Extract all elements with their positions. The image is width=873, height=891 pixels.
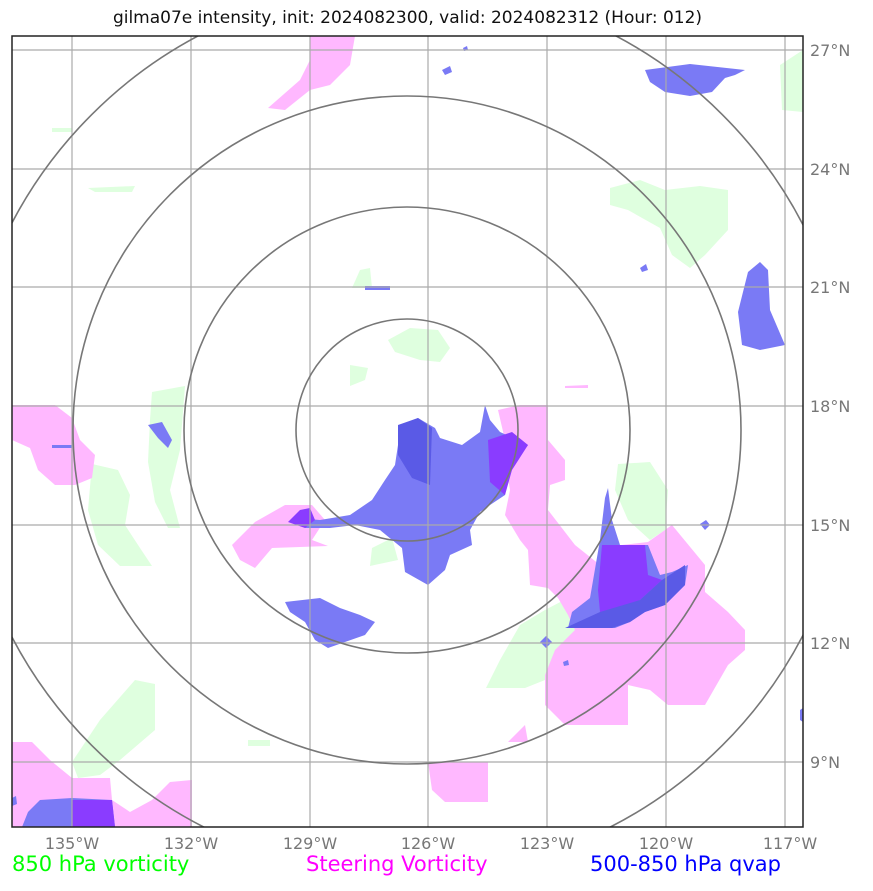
lat-tick-label: 9°N [810, 753, 840, 772]
green-blob [248, 740, 270, 746]
lon-tick-label: 135°W [45, 834, 100, 853]
blue-blob [540, 636, 552, 648]
legend-steering-vorticity: Steering Vorticity [306, 852, 488, 876]
lon-tick-label: 129°W [283, 834, 338, 853]
blue-blob [12, 796, 17, 806]
vorticity-850-layer [52, 50, 803, 778]
overlap-blob [598, 545, 662, 612]
lon-tick-label: 132°W [164, 834, 219, 853]
chart-title: gilma07e intensity, init: 2024082300, va… [112, 8, 703, 28]
blue-blob [148, 422, 172, 448]
green-blob [350, 365, 368, 386]
magenta-blob [232, 505, 328, 568]
overlap-blob [565, 565, 685, 628]
magenta-blob [268, 36, 355, 110]
lon-tick-label: 117°W [763, 834, 818, 853]
green-blob [370, 538, 398, 566]
legend-850-vorticity: 850 hPa vorticity [12, 852, 190, 876]
legend-qvap: 500-850 hPa qvap [590, 852, 781, 876]
green-blob [615, 462, 668, 540]
axes-frame [11, 35, 804, 828]
overlap-blob [488, 432, 528, 495]
lat-tick-label: 21°N [810, 278, 850, 297]
green-blob [148, 386, 185, 528]
overlap-blob [72, 800, 115, 827]
lon-tick-label: 123°W [520, 834, 575, 853]
overlap-blob [288, 508, 315, 528]
green-blob [780, 50, 803, 112]
green-blob [52, 128, 72, 132]
magenta-blob [428, 762, 488, 802]
blue-blob [645, 64, 745, 96]
magenta-blob [565, 385, 588, 388]
range-ring [72, 95, 742, 765]
magenta-blob [508, 725, 528, 742]
green-blob [352, 268, 372, 288]
lat-tick-label: 24°N [810, 160, 850, 179]
blue-blob [52, 445, 72, 448]
green-blob [88, 186, 135, 192]
lat-tick-label: 27°N [810, 41, 850, 60]
lon-tick-label: 120°W [639, 834, 694, 853]
blue-blob [738, 262, 785, 350]
lat-tick-label: 12°N [810, 634, 850, 653]
blue-blob [285, 598, 375, 648]
green-blob [88, 464, 152, 566]
lon-tick-label: 126°W [401, 834, 456, 853]
lat-tick-label: 15°N [810, 516, 850, 535]
plot-area [12, 36, 803, 827]
green-blob [388, 328, 450, 362]
range-ring [295, 318, 519, 542]
blue-blob [295, 405, 528, 585]
lon-tick-labels: 135°W 132°W 129°W 126°W 123°W 120°W 117°… [45, 834, 818, 853]
blue-blob [640, 264, 648, 272]
lat-tick-label: 18°N [810, 397, 850, 416]
lat-tick-labels: 27°N 24°N 21°N 18°N 15°N 12°N 9°N [810, 41, 850, 772]
range-rings [12, 36, 803, 827]
blue-blob [442, 66, 452, 75]
blue-blob [563, 660, 569, 666]
range-ring [183, 206, 631, 654]
graticule [12, 36, 803, 827]
overlap-layer [72, 418, 685, 827]
overlap-blob [398, 418, 432, 485]
green-blob [72, 680, 155, 778]
